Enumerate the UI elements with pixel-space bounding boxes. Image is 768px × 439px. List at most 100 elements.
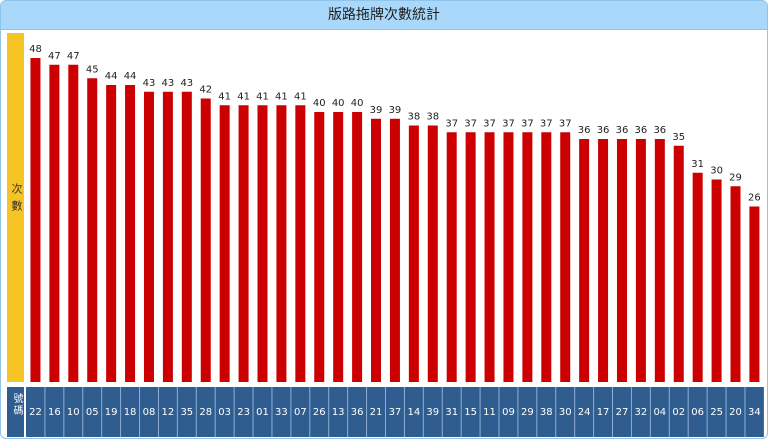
category-label: 18 — [124, 407, 137, 418]
category-label: 37 — [389, 407, 402, 418]
y-axis-label: 次數 — [10, 183, 23, 217]
category-label: 11 — [483, 407, 496, 418]
data-label: 35 — [672, 132, 685, 143]
bar — [143, 91, 154, 382]
y-axis-label-box: 次數 — [7, 33, 24, 382]
category-label: 08 — [143, 407, 156, 418]
category-label: 09 — [502, 407, 515, 418]
category-label: 30 — [559, 407, 572, 418]
data-label: 48 — [29, 44, 42, 55]
bar — [598, 139, 609, 382]
x-axis-label-box: 號碼 — [7, 387, 24, 437]
data-label: 37 — [502, 118, 515, 129]
bar — [427, 125, 438, 382]
bar — [219, 105, 230, 382]
category-label: 20 — [729, 407, 742, 418]
bar — [257, 105, 268, 382]
bar — [635, 139, 646, 382]
bar — [371, 118, 382, 382]
bar — [503, 132, 514, 382]
bar — [541, 132, 552, 382]
category-label: 28 — [199, 407, 212, 418]
x-axis-label: 號碼 — [11, 393, 22, 417]
data-label: 37 — [445, 118, 458, 129]
bar — [616, 139, 627, 382]
category-label: 38 — [540, 407, 553, 418]
data-label: 37 — [464, 118, 477, 129]
category-label: 24 — [578, 407, 591, 418]
category-label: 06 — [691, 407, 704, 418]
bar — [654, 139, 665, 382]
data-label: 38 — [407, 112, 420, 123]
chart-title: 版路拖牌次數統計 — [1, 1, 767, 30]
data-label: 39 — [370, 105, 383, 116]
data-label: 39 — [389, 105, 402, 116]
data-label: 44 — [105, 71, 118, 82]
category-label: 17 — [597, 407, 610, 418]
category-label: 35 — [180, 407, 193, 418]
data-label: 40 — [351, 98, 364, 109]
bar — [522, 132, 533, 382]
category-label: 16 — [48, 407, 61, 418]
bar — [352, 112, 363, 382]
bar — [333, 112, 344, 382]
data-label: 36 — [578, 125, 591, 136]
data-label: 43 — [162, 78, 175, 89]
bar — [484, 132, 495, 382]
data-label: 37 — [540, 118, 553, 129]
category-label: 33 — [275, 407, 288, 418]
category-label: 05 — [86, 407, 99, 418]
category-label: 27 — [616, 407, 629, 418]
bar — [238, 105, 249, 382]
category-label: 02 — [672, 407, 685, 418]
category-label: 25 — [710, 407, 723, 418]
data-label: 29 — [729, 172, 742, 183]
bar — [692, 172, 703, 382]
category-label: 36 — [351, 407, 364, 418]
category-label: 01 — [256, 407, 269, 418]
category-label: 13 — [332, 407, 345, 418]
bar — [446, 132, 457, 382]
bar — [465, 132, 476, 382]
data-label: 37 — [559, 118, 572, 129]
category-label: 32 — [635, 407, 648, 418]
data-label: 42 — [199, 85, 212, 96]
category-label: 34 — [748, 407, 761, 418]
bar — [295, 105, 306, 382]
bar — [68, 64, 79, 382]
data-label: 41 — [275, 91, 288, 102]
bar — [408, 125, 419, 382]
data-label: 36 — [597, 125, 610, 136]
data-label: 36 — [616, 125, 629, 136]
bar — [30, 58, 41, 382]
data-label: 40 — [313, 98, 326, 109]
category-label: 26 — [313, 407, 326, 418]
data-label: 41 — [256, 91, 269, 102]
category-label: 15 — [464, 407, 477, 418]
data-label: 41 — [294, 91, 307, 102]
category-label: 29 — [521, 407, 534, 418]
data-label: 36 — [653, 125, 666, 136]
bar — [162, 91, 173, 382]
category-label: 14 — [407, 407, 420, 418]
category-label: 10 — [67, 407, 80, 418]
bar — [711, 179, 722, 382]
data-label: 37 — [521, 118, 534, 129]
data-label: 38 — [426, 112, 439, 123]
category-label: 39 — [426, 407, 439, 418]
data-label: 26 — [748, 193, 761, 204]
category-label: 07 — [294, 407, 307, 418]
category-strip — [26, 387, 764, 437]
data-label: 37 — [483, 118, 496, 129]
bar — [200, 98, 211, 382]
bar — [579, 139, 590, 382]
data-label: 41 — [218, 91, 231, 102]
bar — [106, 85, 117, 382]
bar — [49, 64, 60, 382]
bar — [314, 112, 325, 382]
data-label: 40 — [332, 98, 345, 109]
data-label: 45 — [86, 64, 99, 75]
data-label: 41 — [237, 91, 250, 102]
